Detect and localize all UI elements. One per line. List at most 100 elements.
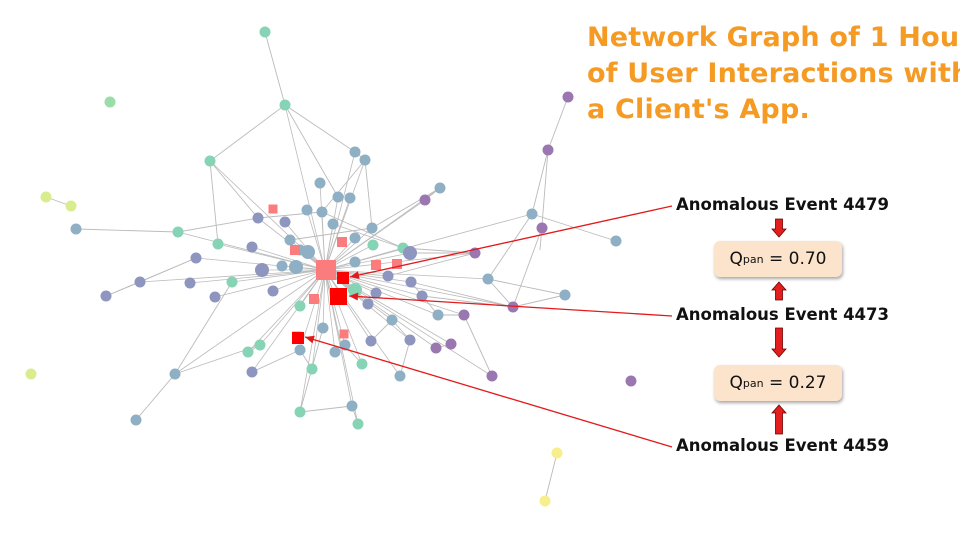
graph-node bbox=[327, 218, 339, 230]
graph-node bbox=[294, 344, 306, 356]
graph-edge bbox=[512, 227, 543, 308]
graph-node bbox=[359, 154, 371, 166]
graph-edge bbox=[289, 227, 373, 241]
anomaly-square bbox=[371, 260, 381, 270]
graph-edge bbox=[284, 104, 356, 153]
graph-edge bbox=[544, 452, 558, 502]
graph-node bbox=[212, 238, 224, 250]
graph-node bbox=[134, 276, 146, 288]
graph-node bbox=[386, 314, 398, 326]
graph-node bbox=[356, 358, 368, 370]
graph-edge bbox=[324, 269, 336, 353]
graph-node bbox=[539, 495, 551, 507]
graph-edge bbox=[209, 160, 259, 219]
pointer-4459 bbox=[304, 336, 673, 448]
graph-node bbox=[246, 241, 258, 253]
graph-node bbox=[349, 146, 361, 158]
graph-node bbox=[279, 216, 291, 228]
graph-node bbox=[70, 223, 82, 235]
graph-node bbox=[349, 256, 361, 268]
title-line-2: of User Interactions with bbox=[587, 58, 960, 89]
graph-edge bbox=[177, 217, 259, 233]
graph-node bbox=[317, 322, 329, 334]
qpan-symbol: Q bbox=[729, 373, 743, 393]
graph-edge bbox=[284, 104, 339, 198]
graph-edge bbox=[209, 104, 286, 162]
graph-node bbox=[348, 283, 362, 297]
graph-edge bbox=[324, 151, 356, 271]
qpan-value: 0.70 bbox=[788, 249, 827, 269]
anomaly-square bbox=[339, 329, 349, 339]
anomalous-event-4459-label: Anomalous Event 4459 bbox=[676, 436, 890, 455]
graph-edge bbox=[247, 269, 326, 353]
graph-edge bbox=[547, 96, 569, 151]
graph-edge bbox=[174, 281, 233, 375]
graph-edge bbox=[463, 314, 493, 377]
graph-edge bbox=[284, 104, 326, 271]
graph-edge bbox=[264, 31, 286, 106]
graph-edge bbox=[251, 246, 326, 271]
graph-node bbox=[419, 194, 431, 206]
graph-edge bbox=[364, 159, 373, 229]
graph-node bbox=[394, 370, 406, 382]
pointer-4479-head bbox=[350, 271, 360, 279]
hub-square bbox=[316, 260, 336, 280]
graph-edge bbox=[311, 269, 326, 370]
graph-node bbox=[562, 91, 574, 103]
graph-node bbox=[382, 270, 394, 282]
graph-edge bbox=[75, 228, 179, 233]
qpan-subscript: pan bbox=[742, 252, 764, 266]
graph-node bbox=[458, 309, 470, 321]
graph-edge bbox=[512, 294, 566, 308]
anomalous-event-4479-label: Anomalous Event 4479 bbox=[676, 195, 890, 214]
graph-node bbox=[536, 222, 548, 234]
graph-node bbox=[316, 206, 328, 218]
graph-node bbox=[204, 155, 216, 167]
graph-node bbox=[294, 300, 306, 312]
graph-node bbox=[559, 289, 571, 301]
graph-node bbox=[352, 418, 364, 430]
graph-edge bbox=[217, 243, 326, 271]
graph-node bbox=[362, 298, 374, 310]
graph-node bbox=[226, 276, 238, 288]
graph-edge bbox=[487, 213, 533, 280]
graph-node bbox=[332, 191, 344, 203]
graph-node bbox=[65, 200, 77, 212]
anomaly-node-4473 bbox=[330, 288, 347, 305]
graph-edge bbox=[174, 269, 326, 375]
graph-edge bbox=[324, 199, 426, 271]
graph-node bbox=[40, 191, 52, 203]
graph-node bbox=[289, 260, 303, 274]
graph-node bbox=[625, 375, 637, 387]
graph-node bbox=[365, 335, 377, 347]
graph-node bbox=[370, 287, 382, 299]
graph-node bbox=[259, 26, 271, 38]
graph-node bbox=[242, 346, 254, 358]
graph-node bbox=[301, 204, 313, 216]
graph-node bbox=[284, 234, 296, 246]
pointer-4473 bbox=[348, 295, 673, 317]
qpan-subscript: pan bbox=[742, 376, 764, 390]
graph-edge bbox=[324, 269, 401, 377]
graph-node bbox=[190, 252, 202, 264]
graph-node bbox=[432, 309, 444, 321]
graph-edge bbox=[399, 339, 411, 377]
graph-edge bbox=[371, 187, 441, 229]
graph-edge bbox=[259, 269, 326, 346]
graph-node bbox=[301, 245, 315, 259]
graph-node bbox=[416, 290, 428, 302]
anomaly-square bbox=[290, 245, 300, 255]
graph-edge bbox=[209, 160, 219, 245]
graph-edge bbox=[324, 252, 411, 271]
graph-node bbox=[279, 99, 291, 111]
qpan-value: 0.27 bbox=[788, 373, 827, 393]
arrow-up-icon bbox=[771, 404, 787, 435]
graph-node bbox=[314, 177, 326, 189]
graph-node bbox=[610, 235, 622, 247]
graph-edge bbox=[135, 373, 176, 421]
graph-node bbox=[100, 290, 112, 302]
graph-node bbox=[430, 342, 442, 354]
